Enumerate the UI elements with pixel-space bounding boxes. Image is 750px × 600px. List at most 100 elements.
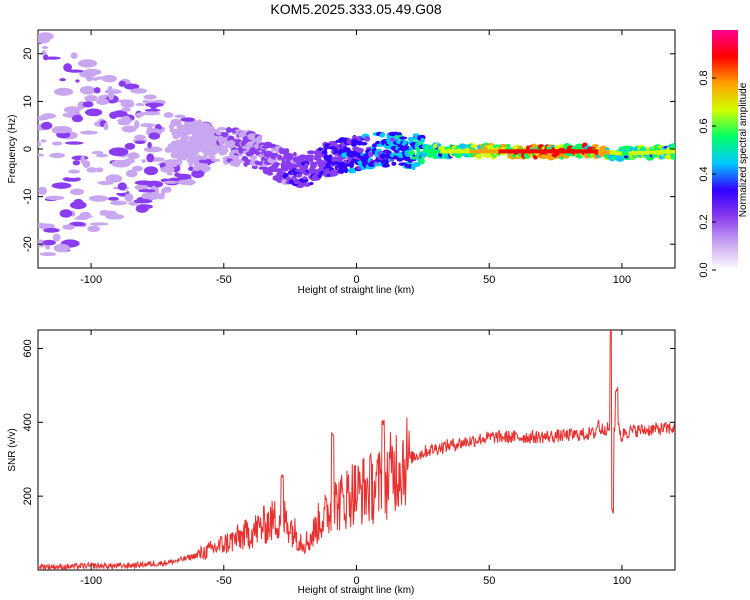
spectrogram-cell	[233, 158, 244, 164]
spectrogram-blob	[42, 239, 56, 246]
spectrogram-cell	[343, 167, 349, 174]
spectrogram-blob	[39, 252, 57, 257]
spectrogram-core	[514, 149, 517, 154]
spectrogram-blob	[134, 134, 146, 140]
spectrogram-blob	[109, 111, 118, 119]
spectrogram-cell	[470, 144, 478, 148]
spectrogram-cell	[281, 157, 286, 163]
spectrogram-blob	[45, 245, 51, 250]
spectrogram-blob	[141, 192, 160, 201]
spectrogram-cell	[208, 149, 218, 156]
spectrogram-core	[582, 149, 585, 154]
spectrogram-core	[534, 149, 537, 154]
spectrogram-cell	[364, 136, 371, 142]
spectrogram-blob	[134, 120, 140, 129]
spectrogram-core	[526, 149, 529, 154]
spectrogram-core	[637, 151, 641, 156]
spectrogram-core	[612, 150, 615, 155]
spectrogram-core	[633, 151, 637, 156]
spectrogram-cell	[185, 131, 192, 136]
spectrogram-blob	[53, 87, 74, 96]
spectrogram-core	[450, 149, 453, 154]
spectrogram-cell	[623, 154, 629, 159]
spectrogram-core	[672, 149, 675, 154]
spectrogram-core	[481, 149, 484, 154]
spectrogram-core	[571, 149, 574, 154]
spectrogram-blob	[134, 184, 149, 191]
spectrogram-cell	[295, 173, 303, 178]
spectrogram-blob	[78, 59, 98, 68]
spectrogram-core	[563, 149, 566, 154]
y-tick-label: 200	[22, 487, 34, 505]
spectrogram-cell	[327, 154, 333, 159]
spectrogram-core	[669, 149, 672, 154]
spectrogram-core	[598, 149, 601, 154]
spectrogram-blob	[111, 189, 128, 193]
spectrogram-blob	[149, 102, 158, 110]
spectrogram-blob	[105, 174, 123, 183]
spectrogram-blob	[38, 186, 47, 195]
spectrogram-core	[635, 151, 638, 156]
spectrogram-cell	[670, 153, 675, 161]
spectrogram-blob	[143, 94, 157, 100]
spectrogram-blob	[135, 103, 145, 107]
y-tick-label: 600	[22, 339, 34, 357]
snr-panel: -100 -50 0 50 100 200 400 600 Height of straig…	[7, 329, 676, 596]
spectrogram-core	[617, 151, 621, 156]
snr-x-label: Height of straight line (km)	[298, 585, 415, 596]
spectrogram-core	[501, 149, 504, 154]
spectrogram-cell	[329, 169, 339, 177]
spectrogram-blob	[134, 140, 146, 145]
spectrogram-core	[478, 149, 481, 154]
spectrogram-blob	[117, 182, 127, 191]
spectrogram-core	[587, 149, 590, 154]
x-tick-label: 0	[353, 575, 359, 587]
spectrogram-core	[548, 149, 552, 154]
spectrogram-core	[590, 149, 593, 154]
spectrogram-core	[462, 149, 465, 154]
spectrogram-core	[665, 149, 668, 154]
spectrogram-cell	[321, 149, 328, 155]
spectrogram-blob	[38, 115, 50, 121]
spectrogram-core	[539, 149, 542, 154]
spectrogram-blob	[75, 79, 80, 83]
spectrogram-blob	[52, 233, 61, 242]
spectrogram-cell	[302, 182, 312, 187]
spectrogram-blob	[146, 153, 155, 163]
spectrogram-core	[499, 149, 503, 154]
spectrogram-core	[568, 149, 572, 154]
spectrogram-blob	[101, 74, 117, 83]
spectrogram-core	[639, 150, 642, 155]
spectrogram-cell	[277, 154, 283, 160]
spectrogram-core	[620, 151, 623, 156]
spectrogram-core	[442, 149, 445, 154]
spectrogram-blob	[191, 169, 205, 179]
spectrogram-core	[486, 149, 489, 154]
spectrogram-cell	[191, 155, 198, 162]
spectrogram-core	[474, 149, 477, 154]
spectrogram-blob	[124, 193, 134, 202]
spectrogram-blob	[109, 200, 128, 206]
spectrogram-core	[511, 149, 514, 154]
spectrogram-blob	[71, 155, 89, 161]
spectrogram-core	[643, 150, 646, 155]
spectrogram-blob	[80, 155, 86, 165]
spectrogram-core	[498, 149, 501, 154]
x-tick-label: -100	[80, 274, 102, 286]
spectrogram-cell	[208, 154, 216, 160]
spectrogram-blob	[130, 88, 148, 94]
spectrogram-blob	[82, 101, 94, 108]
colorbar-tick-label: 0.6	[698, 118, 710, 133]
spectrogram-core	[457, 149, 460, 154]
spectrogram-core	[576, 149, 579, 154]
spectrogram-core	[600, 149, 603, 154]
spectrogram-cell	[169, 124, 175, 130]
spectrogram-cell	[389, 137, 396, 142]
colorbar-tick-label: 0.2	[698, 214, 710, 229]
spectrogram-core	[651, 150, 654, 155]
spectrogram-core	[438, 149, 441, 154]
x-tick-label: -50	[216, 575, 232, 587]
spectrogram-core	[491, 149, 495, 154]
spectrogram-core	[433, 149, 436, 154]
spectrogram-cell	[171, 147, 177, 151]
